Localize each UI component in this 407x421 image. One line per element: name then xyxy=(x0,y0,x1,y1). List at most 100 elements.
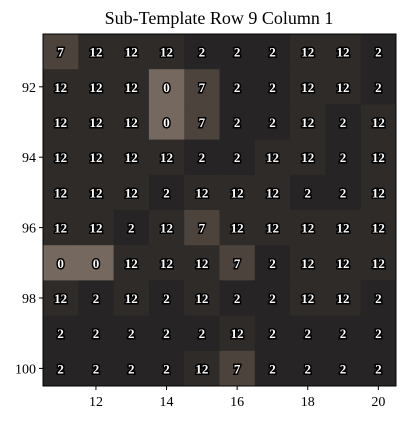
heatmap-cell xyxy=(325,350,362,387)
heatmap-cell xyxy=(113,245,150,281)
cell-value-label: 12 xyxy=(231,185,244,200)
heatmap-cell xyxy=(290,174,326,211)
cell-value-label: 2 xyxy=(375,326,382,341)
heatmap-cell xyxy=(78,315,115,352)
cell-value-label: 12 xyxy=(301,150,314,165)
cell-value-label: 2 xyxy=(269,291,276,306)
y-tick-label: 92 xyxy=(22,81,36,96)
cell-value-label: 12 xyxy=(54,185,67,200)
heatmap-cell xyxy=(43,69,79,105)
cell-value-label: 12 xyxy=(125,291,138,306)
heatmap-cell xyxy=(360,34,397,70)
heatmap-cell xyxy=(290,34,326,70)
cell-value-label: 12 xyxy=(125,256,138,271)
cell-value-label: 12 xyxy=(231,326,244,341)
cell-value-label: 12 xyxy=(372,256,385,271)
heatmap-cell xyxy=(360,174,397,211)
cell-value-label: 2 xyxy=(93,361,100,376)
cell-value-label: 12 xyxy=(301,291,314,306)
heatmap-cell xyxy=(113,69,150,105)
heatmap-cell xyxy=(148,280,185,317)
cell-value-label: 2 xyxy=(128,221,135,236)
heatmap-cell xyxy=(254,315,291,352)
cell-value-label: 2 xyxy=(234,80,241,95)
heatmap-cell xyxy=(360,280,397,317)
cell-value-label: 12 xyxy=(89,45,102,60)
cell-value-label: 12 xyxy=(337,291,350,306)
cell-value-label: 0 xyxy=(57,256,64,271)
heatmap-cell xyxy=(219,139,256,176)
cell-value-label: 12 xyxy=(160,45,173,60)
cell-value-label: 12 xyxy=(54,80,67,95)
cell-value-label: 12 xyxy=(301,256,314,271)
heatmap-cell xyxy=(43,34,79,70)
x-tick-label: 12 xyxy=(89,395,103,410)
x-tick-label: 18 xyxy=(301,395,315,410)
cell-value-label: 12 xyxy=(195,291,208,306)
heatmap-cell xyxy=(219,280,256,317)
cell-value-label: 12 xyxy=(125,115,138,130)
x-tick-label: 16 xyxy=(230,395,244,410)
heatmap-cell xyxy=(78,139,115,176)
heatmap-cell xyxy=(254,34,291,70)
cell-value-label: 12 xyxy=(195,185,208,200)
cell-value-label: 2 xyxy=(269,326,276,341)
heatmap-cell xyxy=(254,139,291,176)
cell-value-label: 12 xyxy=(54,221,67,236)
cell-value-label: 7 xyxy=(234,256,241,271)
cell-value-label: 12 xyxy=(89,221,102,236)
cell-value-label: 12 xyxy=(266,221,279,236)
heatmap-cell xyxy=(78,245,115,281)
cell-value-label: 2 xyxy=(269,115,276,130)
cell-value-label: 12 xyxy=(89,115,102,130)
cell-value-label: 2 xyxy=(340,361,347,376)
cell-value-label: 12 xyxy=(54,291,67,306)
cell-value-label: 12 xyxy=(125,150,138,165)
cell-value-label: 12 xyxy=(266,185,279,200)
heatmap-cell xyxy=(184,350,220,387)
cell-value-label: 12 xyxy=(337,80,350,95)
cell-value-label: 12 xyxy=(89,185,102,200)
cell-value-label: 12 xyxy=(160,221,173,236)
heatmap-cell xyxy=(290,280,326,317)
cell-value-label: 12 xyxy=(372,221,385,236)
heatmap-cell xyxy=(219,104,256,141)
cell-value-label: 2 xyxy=(163,185,170,200)
cell-value-label: 12 xyxy=(231,221,244,236)
heatmap-cell xyxy=(43,350,79,387)
cell-value-label: 2 xyxy=(163,291,170,306)
cell-value-label: 2 xyxy=(93,291,100,306)
cell-value-label: 2 xyxy=(234,115,241,130)
heatmap-cell xyxy=(254,350,291,387)
cell-value-label: 12 xyxy=(301,115,314,130)
heatmap-cell xyxy=(219,245,256,281)
heatmap-cell xyxy=(254,69,291,105)
heatmap-cell xyxy=(360,210,397,246)
heatmap-cell xyxy=(360,315,397,352)
cell-value-label: 2 xyxy=(234,291,241,306)
cell-value-label: 2 xyxy=(269,80,276,95)
heatmap-cell xyxy=(184,104,220,141)
heatmap-cell xyxy=(290,139,326,176)
cell-value-label: 2 xyxy=(305,361,312,376)
cell-value-label: 12 xyxy=(89,80,102,95)
cell-value-label: 2 xyxy=(375,80,382,95)
y-tick-label: 94 xyxy=(22,151,36,166)
heatmap-cell xyxy=(360,139,397,176)
cell-value-label: 2 xyxy=(340,185,347,200)
heatmap-cell xyxy=(113,210,150,246)
cell-value-label: 2 xyxy=(234,150,241,165)
heatmap-cell xyxy=(43,245,79,281)
heatmap-cell xyxy=(184,69,220,105)
heatmap-cells xyxy=(43,34,397,387)
cell-value-label: 2 xyxy=(163,326,170,341)
cell-value-label: 2 xyxy=(375,45,382,60)
cell-value-label: 7 xyxy=(199,115,206,130)
heatmap-cell xyxy=(43,174,79,211)
cell-value-label: 2 xyxy=(305,326,312,341)
heatmap-cell xyxy=(219,69,256,105)
cell-value-label: 0 xyxy=(163,80,170,95)
cell-value-label: 12 xyxy=(195,256,208,271)
cell-value-label: 2 xyxy=(305,185,312,200)
